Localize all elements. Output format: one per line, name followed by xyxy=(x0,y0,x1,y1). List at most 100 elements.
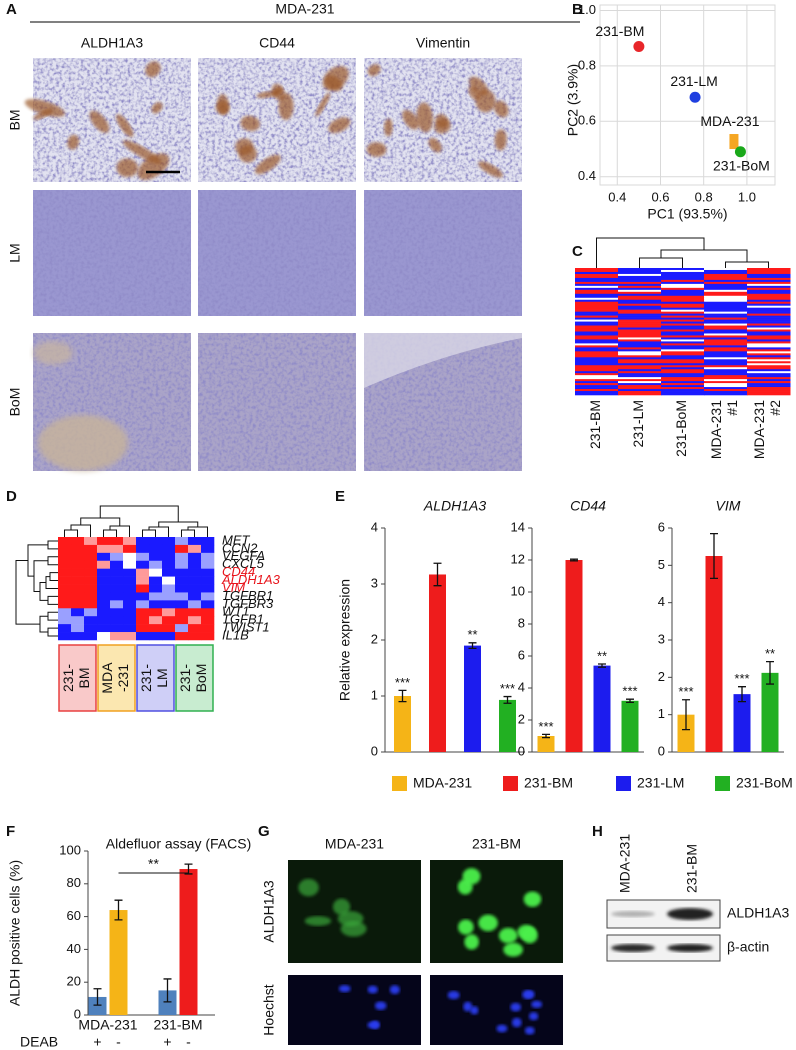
error-bar xyxy=(93,988,102,1006)
heatmap-cell xyxy=(575,301,619,305)
dendrogram xyxy=(142,529,156,537)
heatmap-cell xyxy=(747,275,791,279)
x-tick-label: 0.8 xyxy=(695,189,713,204)
stain xyxy=(235,138,254,156)
heatmap-cell xyxy=(747,361,791,364)
row-label: β-actin xyxy=(727,939,769,955)
heatmap-cell xyxy=(661,285,705,289)
gene-label: TGFB1 xyxy=(222,612,264,627)
ihc-image xyxy=(24,58,191,182)
heatmap-cell xyxy=(661,367,705,370)
legend-swatch xyxy=(503,776,518,791)
heatmap-cell xyxy=(704,379,748,382)
point-label: MDA-231 xyxy=(700,113,759,129)
nucleus xyxy=(447,990,460,1000)
error-bar xyxy=(468,642,477,650)
heatmap-cell xyxy=(747,289,791,293)
heatmap-cell xyxy=(162,552,176,562)
treatment-mark: + xyxy=(163,1034,171,1050)
heatmap-cell xyxy=(575,307,619,310)
heatmap-cell xyxy=(618,337,662,340)
heatmap-cell xyxy=(97,608,111,617)
heatmap-cell xyxy=(747,365,791,368)
heatmap-cell xyxy=(747,319,791,322)
heatmap-cell xyxy=(123,552,137,562)
y-axis-label: Relative expression xyxy=(337,579,353,701)
heatmap-cell xyxy=(575,273,619,277)
column-label: 231-BM xyxy=(684,844,700,893)
heatmap-cell xyxy=(84,560,98,569)
heatmap-cell xyxy=(201,537,215,546)
heatmap-cell xyxy=(704,279,748,283)
sample-label: #1 xyxy=(724,400,740,416)
heatmap-cell xyxy=(84,552,98,562)
stain xyxy=(151,102,163,114)
heatmap-cell xyxy=(704,341,748,344)
image-background xyxy=(430,860,563,963)
point xyxy=(689,91,701,103)
y-tick-label: 0 xyxy=(518,743,525,758)
group-label: 231- xyxy=(138,664,154,692)
heatmap-cell xyxy=(661,321,705,324)
heatmap-cell xyxy=(575,309,619,312)
error-bar xyxy=(738,686,746,703)
treatment-mark: + xyxy=(93,1034,101,1050)
y-tick-label: 1 xyxy=(658,706,665,721)
y-tick-label: 0.8 xyxy=(578,57,596,72)
point xyxy=(729,134,739,150)
heatmap-cell xyxy=(618,353,662,356)
heatmap-cell xyxy=(162,544,176,554)
heatmap-cell xyxy=(575,337,619,340)
heatmap-cell xyxy=(661,287,705,291)
heatmap-cell xyxy=(201,552,215,562)
error-bar xyxy=(114,899,123,921)
heatmap-cell xyxy=(575,293,619,297)
heatmap-cell xyxy=(747,309,791,312)
heatmap-cell xyxy=(618,371,662,374)
heatmap-cell xyxy=(704,355,748,358)
heatmap-cell xyxy=(618,303,662,307)
heatmap-cell xyxy=(188,632,202,641)
panel-letter: H xyxy=(592,823,603,840)
dendrogram xyxy=(49,572,58,582)
legend-swatch xyxy=(392,776,407,791)
heatmap-cell xyxy=(704,277,748,281)
heatmap-cell xyxy=(618,333,662,336)
heatmap-cell xyxy=(575,339,619,342)
heatmap-cell xyxy=(747,345,791,348)
stain xyxy=(324,75,343,92)
legend-swatch xyxy=(616,776,631,791)
heatmap-cell xyxy=(747,277,791,281)
heatmap-cell xyxy=(575,289,619,293)
heatmap-cell xyxy=(747,315,791,318)
heatmap-cell xyxy=(175,608,189,617)
cell xyxy=(521,927,538,944)
error-bar xyxy=(163,978,172,1003)
heatmap-cell xyxy=(704,365,748,368)
cell xyxy=(340,921,367,937)
heatmap-cell xyxy=(747,268,791,271)
heatmap-cell xyxy=(747,333,791,336)
heatmap-cell xyxy=(747,357,791,360)
tissue xyxy=(198,190,356,316)
heatmap-cell xyxy=(175,584,189,593)
y-tick-label: 2 xyxy=(658,669,665,684)
heatmap-cell xyxy=(123,584,137,593)
heatmap-cell xyxy=(704,327,748,330)
y-axis-label: PC2 (3.9%) xyxy=(565,64,581,136)
heatmap-cell xyxy=(704,321,748,324)
column-label: 231-BM xyxy=(472,836,521,852)
significance-label: *** xyxy=(538,719,553,734)
heatmap-cell xyxy=(661,277,705,281)
heatmap-cell xyxy=(704,347,748,350)
heatmap-cell xyxy=(704,299,748,303)
stain xyxy=(254,154,281,175)
heatmap-cell xyxy=(575,379,619,382)
heatmap-cell xyxy=(71,537,85,546)
heatmap-cell xyxy=(110,624,124,633)
heatmap-cell xyxy=(661,325,705,328)
nucleus xyxy=(389,985,400,995)
heatmap-cell xyxy=(71,600,85,609)
heatmap-cell xyxy=(618,311,662,314)
heatmap-cell xyxy=(201,592,215,601)
